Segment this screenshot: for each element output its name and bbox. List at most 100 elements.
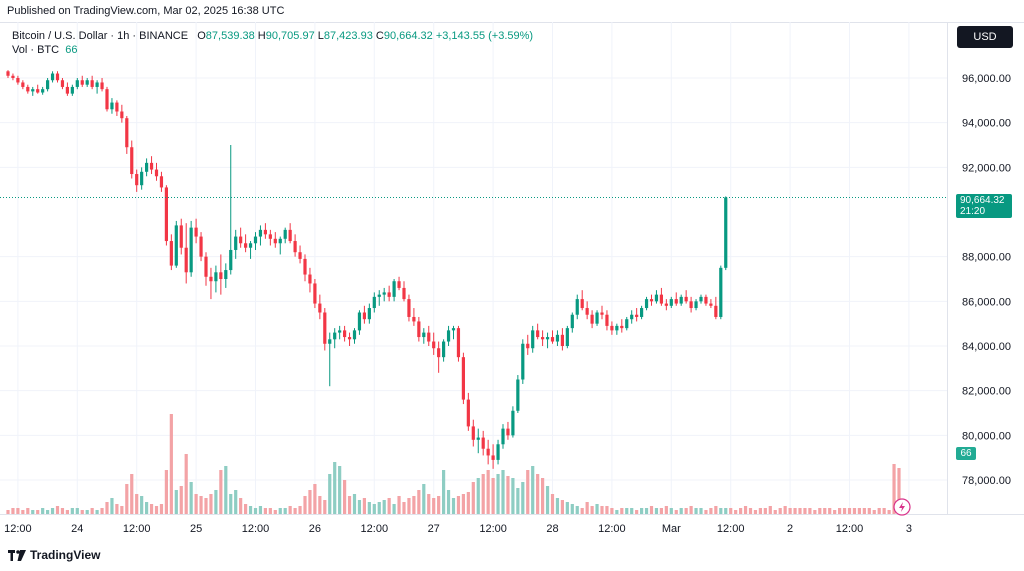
volume-bar xyxy=(511,478,515,514)
candle-body xyxy=(511,410,515,436)
candle-body xyxy=(367,308,371,320)
candle-body xyxy=(659,294,663,304)
candle-body xyxy=(338,330,342,333)
volume-bar xyxy=(630,508,634,514)
candle-body xyxy=(204,256,208,277)
volume-bar xyxy=(466,492,470,514)
volume-bars xyxy=(6,414,901,514)
candle-body xyxy=(644,299,649,309)
candle-body xyxy=(407,299,411,317)
volume-bar xyxy=(555,498,560,514)
candle-body xyxy=(437,348,441,358)
candle-body xyxy=(501,428,505,445)
volume-bar xyxy=(813,510,817,514)
volume-bar xyxy=(184,454,188,514)
candle-body xyxy=(100,82,104,90)
x-tick-label: 12:00 xyxy=(242,523,270,535)
candle-body xyxy=(412,316,416,322)
volume-bar xyxy=(664,506,668,514)
volume-bar xyxy=(828,508,832,514)
tradingview-logo[interactable]: TradingView xyxy=(8,548,100,562)
candle-body xyxy=(273,238,277,244)
volume-bar xyxy=(724,508,728,514)
volume-bar xyxy=(595,504,599,514)
candle-body xyxy=(699,296,703,302)
candle-body xyxy=(605,314,609,326)
volume-bar xyxy=(699,508,703,514)
candle-body xyxy=(565,328,569,346)
candle-body xyxy=(258,229,263,237)
volume-bar xyxy=(179,486,183,514)
volume-bar xyxy=(70,508,74,514)
candle-body xyxy=(253,236,258,244)
close-value: 90,664.32 xyxy=(383,30,433,42)
volume-bar xyxy=(357,500,362,514)
candle-body xyxy=(288,229,292,242)
candle-body xyxy=(516,379,520,411)
volume-label[interactable]: Vol · BTC xyxy=(12,44,60,56)
volume-bar xyxy=(743,506,748,514)
volume-bar xyxy=(21,510,25,514)
candle-body xyxy=(531,330,535,349)
volume-bar xyxy=(451,498,456,514)
volume-bar xyxy=(303,496,307,514)
volume-bar xyxy=(120,506,124,514)
candle-body xyxy=(159,176,164,188)
volume-bar xyxy=(778,508,782,514)
x-tick-label: 28 xyxy=(546,523,558,535)
currency-button[interactable]: USD xyxy=(957,26,1013,48)
volume-bar xyxy=(852,508,857,514)
volume-bar xyxy=(437,496,441,514)
candle-body xyxy=(303,258,307,275)
candle-body xyxy=(11,75,15,78)
candle-body xyxy=(719,267,723,317)
candle-body xyxy=(635,314,639,317)
volume-bar xyxy=(397,496,401,514)
volume-bar xyxy=(199,496,203,514)
volume-bar xyxy=(694,508,698,514)
y-tick-label: 94,000.00 xyxy=(962,118,1011,130)
volume-bar xyxy=(625,508,629,514)
candle-body xyxy=(293,241,297,253)
symbol-name[interactable]: Bitcoin / U.S. Dollar · 1h · BINANCE xyxy=(12,30,189,42)
replay-icon[interactable] xyxy=(893,498,911,516)
x-tick-label: 25 xyxy=(190,523,202,535)
x-tick-label: 12:00 xyxy=(479,523,507,535)
candle-body xyxy=(347,337,352,340)
price-chart[interactable]: 96,000.00 94,000.00 92,000.00 88,000.00 86,0… xyxy=(0,22,1024,542)
volume-bar xyxy=(536,474,540,514)
volume-bar xyxy=(783,506,787,514)
volume-bar xyxy=(11,508,15,514)
candle-body xyxy=(654,294,659,302)
volume-bar xyxy=(867,508,871,514)
candle-body xyxy=(580,299,584,309)
volume-bar xyxy=(550,494,555,514)
candle-body xyxy=(214,272,218,282)
candle-body xyxy=(481,437,485,449)
y-tick-label: 80,000.00 xyxy=(962,430,1011,442)
volume-bar xyxy=(253,508,258,514)
volume-bar xyxy=(159,504,164,514)
candle-body xyxy=(397,281,401,288)
candle-body xyxy=(545,337,550,340)
volume-bar xyxy=(219,470,223,514)
volume-bar xyxy=(570,504,574,514)
candle-body xyxy=(50,73,55,81)
volume-bar xyxy=(833,510,837,514)
candle-body xyxy=(189,227,193,273)
volume-bar xyxy=(610,508,614,514)
time-axis: 12:00 24 12:00 25 12:00 26 12:00 27 12:00 28 12:00… xyxy=(4,523,912,535)
volume-bar xyxy=(115,504,119,514)
candle-body xyxy=(387,292,391,297)
candle-body xyxy=(239,236,243,244)
candle-body xyxy=(456,328,461,358)
candle-body xyxy=(372,296,376,309)
volume-bar xyxy=(491,478,495,514)
volume-bar xyxy=(135,494,139,514)
volume-bar xyxy=(407,498,411,514)
volume-bar xyxy=(580,508,584,514)
low-label: L xyxy=(317,30,324,42)
volume-bar xyxy=(36,510,40,514)
volume-bar xyxy=(456,496,461,514)
candle-body xyxy=(679,296,683,304)
